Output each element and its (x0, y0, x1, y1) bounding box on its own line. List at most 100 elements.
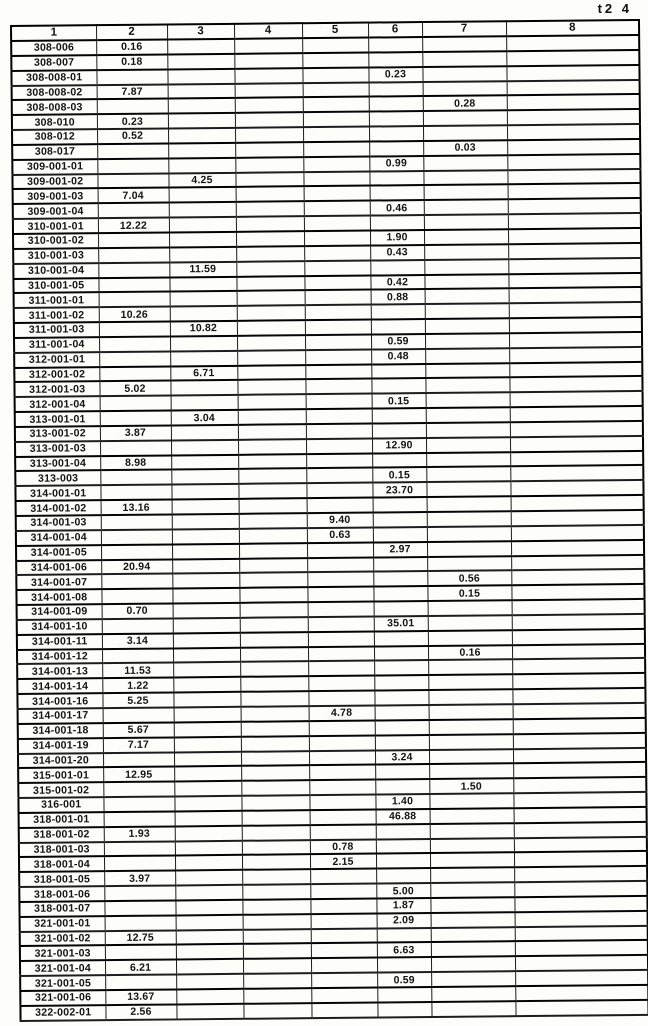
cell-value (98, 232, 170, 248)
cell-value (310, 957, 378, 974)
cell-value (239, 631, 308, 648)
cell-value (238, 453, 307, 470)
cell-value (307, 616, 374, 632)
cell-value (310, 913, 377, 929)
cell-code: 308-008-02 (11, 84, 97, 101)
cell-code: 321-001-06 (20, 990, 106, 1006)
cell-code: 314-001-09 (16, 604, 102, 620)
cell-code: 308-010 (11, 114, 98, 131)
cell-value (175, 899, 243, 916)
cell-value (506, 94, 640, 111)
cell-value (374, 660, 429, 676)
cell-value: 0.03 (423, 140, 508, 156)
cell-code: 310-001-05 (13, 277, 99, 294)
cell-code: 314-001-19 (17, 737, 103, 754)
cell-code: 314-001-14 (17, 678, 103, 695)
cell-value (234, 127, 304, 143)
cell-value (513, 821, 647, 838)
cell-value (511, 584, 645, 601)
cell-value (508, 302, 642, 319)
cell-value: 0.88 (370, 289, 425, 305)
cell-value (374, 704, 429, 721)
cell-value (427, 600, 512, 616)
cell-value (515, 984, 648, 1002)
cell-value (308, 750, 376, 766)
cell-value (372, 512, 427, 528)
cell-value (512, 658, 646, 675)
cell-code: 314-001-12 (16, 648, 103, 665)
cell-code: 315-001-01 (18, 767, 104, 784)
cell-value: 0.23 (96, 113, 169, 130)
cell-value (237, 394, 306, 410)
cell-code: 313-001-03 (15, 440, 101, 457)
cell-value: 0.59 (370, 333, 426, 350)
cell-value (236, 320, 305, 336)
cell-value (303, 230, 371, 246)
cell-value (237, 349, 306, 366)
cell-value (423, 214, 508, 231)
cell-value (307, 586, 374, 603)
cell-value: 3.04 (170, 409, 238, 426)
cell-value (422, 51, 507, 67)
cell-value (243, 988, 312, 1004)
cell-value (305, 423, 372, 439)
cell-value (371, 408, 426, 424)
cell-value (514, 910, 648, 927)
cell-value (242, 913, 311, 930)
cell-value (239, 617, 308, 633)
cell-code: 312-001-01 (14, 351, 100, 368)
cell-value: 23.70 (372, 482, 427, 498)
cell-value (302, 52, 369, 68)
cell-code: 314-001-11 (16, 633, 102, 650)
column-header: 7 (421, 21, 507, 38)
cell-value (103, 855, 176, 872)
cell-value (104, 900, 176, 916)
cell-value (97, 158, 169, 174)
cell-value (507, 183, 641, 200)
cell-value (172, 573, 240, 589)
cell-value (302, 82, 369, 98)
cell-value (302, 67, 369, 83)
cell-code: 309-001-04 (12, 203, 98, 220)
cell-value (374, 734, 429, 751)
cell-value (373, 645, 429, 661)
cell-value (369, 140, 424, 157)
cell-value (176, 973, 244, 990)
cell-value (100, 544, 173, 560)
cell-value (368, 96, 423, 112)
cell-value (372, 452, 427, 469)
cell-value (99, 440, 172, 456)
cell-code: 313-003 (15, 470, 101, 487)
cell-value (511, 643, 646, 660)
cell-value: 0.16 (427, 644, 513, 661)
cell-value (173, 706, 241, 723)
cell-value (169, 276, 237, 292)
cell-value (175, 914, 243, 931)
cell-value: 9.40 (306, 512, 373, 529)
cell-value (309, 779, 376, 796)
cell-value (237, 424, 306, 440)
cell-value: 1.90 (369, 230, 425, 246)
cell-code: 318-001-03 (18, 841, 104, 858)
cell-value (308, 690, 375, 707)
cell-code: 311-001-02 (13, 307, 99, 324)
cell-value: 5.25 (102, 692, 174, 709)
cell-value: 0.42 (370, 274, 425, 290)
cell-value (425, 437, 511, 453)
cell-value (171, 528, 239, 545)
cell-value: 0.99 (369, 155, 424, 172)
cell-value (172, 588, 240, 604)
cell-code: 314-001-17 (17, 708, 103, 724)
cell-value (103, 796, 175, 813)
cell-value (302, 96, 369, 113)
cell-value (375, 838, 430, 854)
cell-code: 308-006 (11, 40, 97, 56)
table-body: 308-006 0.16 308-007 0.18 308-008-01 0.23 308-… (11, 34, 648, 1021)
cell-value (99, 395, 171, 412)
cell-value: 6.63 (376, 942, 431, 958)
cell-code: 314-001-20 (17, 752, 104, 769)
cell-value (309, 794, 376, 811)
cell-value (169, 246, 237, 263)
cell-value (425, 422, 510, 438)
cell-value: 5.67 (102, 722, 174, 738)
